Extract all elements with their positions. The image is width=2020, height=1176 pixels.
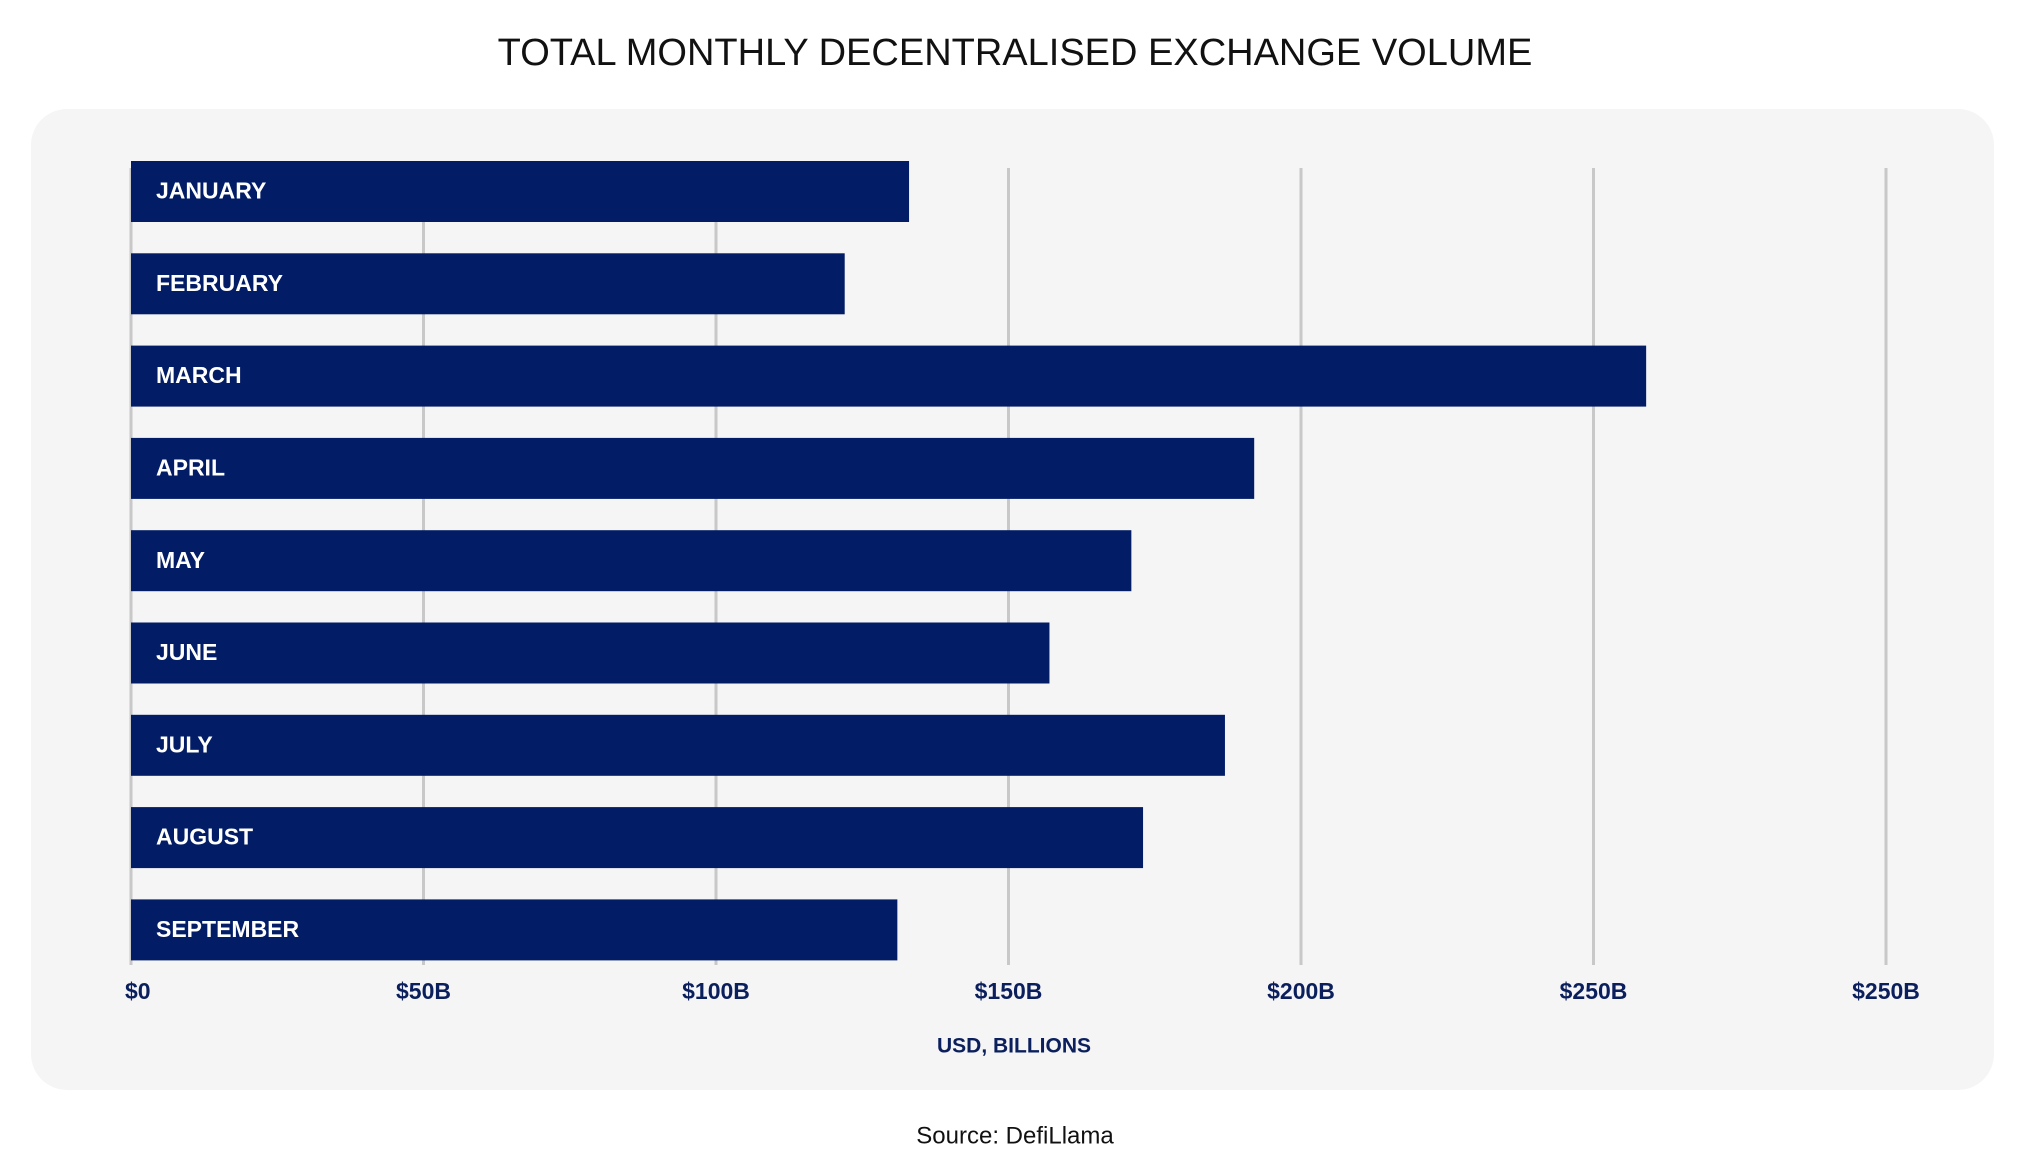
bar	[131, 530, 1132, 592]
bar	[131, 622, 1050, 684]
bar	[131, 899, 898, 961]
x-tick-label: $50B	[396, 978, 451, 1004]
bars: JANUARY FEBRUARY MARCH APRIL MAY JUNE JULY AUGU…	[131, 161, 1647, 961]
bar	[131, 253, 845, 315]
chart-title: TOTAL MONTHLY DECENTRALISED EXCHANGE VOL…	[498, 32, 1533, 74]
bar-category-label: JUNE	[156, 639, 217, 665]
bar	[131, 161, 910, 222]
bar-category-label: AUGUST	[156, 824, 253, 850]
source-note: Source: DefiLlama	[916, 1122, 1114, 1149]
bar-category-label: APRIL	[156, 454, 225, 480]
x-tick-label: $250B	[1852, 978, 1920, 1004]
bar-category-label: JULY	[156, 731, 213, 757]
bar-category-label: JANUARY	[156, 178, 266, 204]
bar-category-label: FEBRUARY	[156, 270, 283, 296]
bar	[131, 345, 1647, 407]
x-axis-label: USD, BILLIONS	[937, 1035, 1091, 1058]
bar-category-label: SEPTEMBER	[156, 916, 300, 942]
bar	[131, 714, 1225, 776]
x-tick-label: $250B	[1560, 978, 1628, 1004]
x-tick-label: $200B	[1267, 978, 1335, 1004]
bar	[131, 437, 1255, 499]
x-tick-label: $150B	[975, 978, 1043, 1004]
x-tick-label: $0	[125, 978, 151, 1004]
bar	[131, 807, 1144, 869]
bar-category-label: MAY	[156, 547, 205, 573]
bar-category-label: MARCH	[156, 362, 242, 388]
x-tick-label: $100B	[682, 978, 750, 1004]
